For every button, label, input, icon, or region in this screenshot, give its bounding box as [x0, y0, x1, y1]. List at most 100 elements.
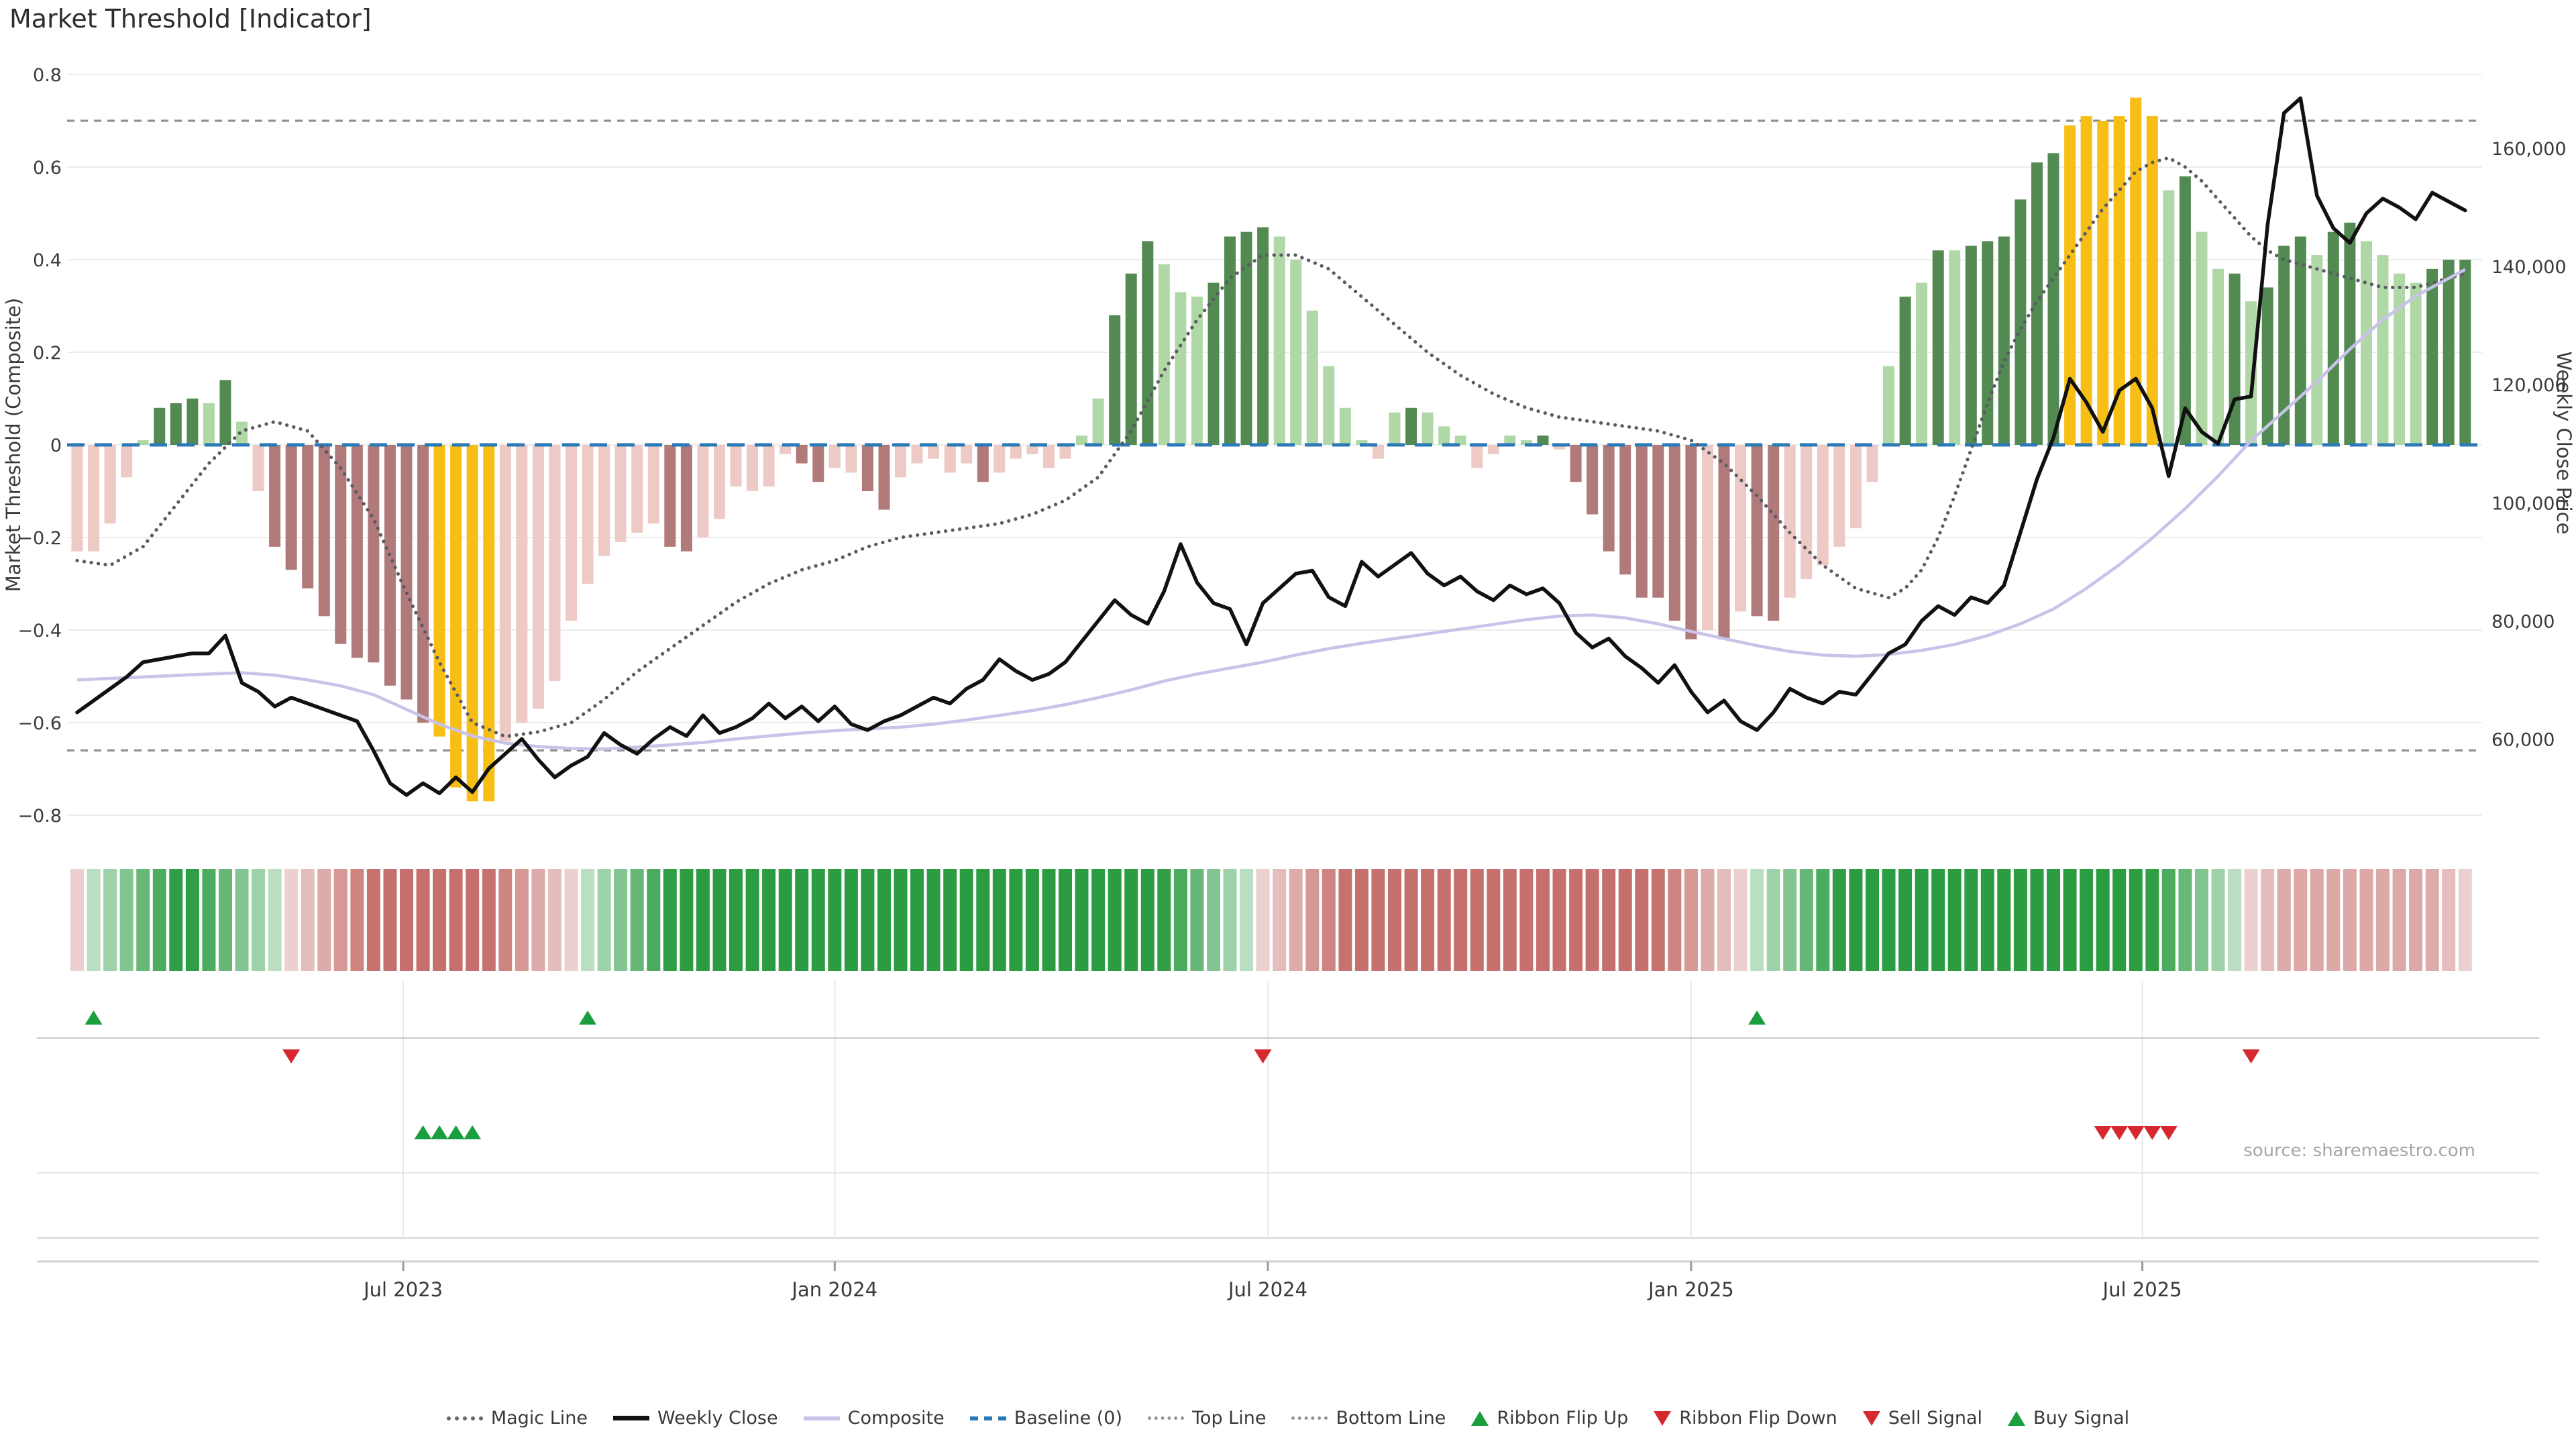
ribbon-stripe	[219, 869, 232, 971]
threshold-bar	[1784, 445, 1796, 598]
ribbon-stripe	[169, 869, 183, 971]
right-tick-label: 160,000	[2491, 139, 2567, 160]
left-tick-label: 0.6	[33, 158, 62, 178]
threshold-bar	[2163, 190, 2175, 445]
threshold-bar	[928, 445, 940, 459]
threshold-bar	[1257, 227, 1269, 445]
threshold-bar	[532, 445, 544, 709]
threshold-bar	[730, 445, 742, 487]
x-tick-label: Jan 2024	[790, 1278, 877, 1301]
ribbon-stripe	[449, 869, 463, 971]
x-tick-label: Jul 2023	[362, 1278, 443, 1301]
threshold-bar	[1290, 260, 1302, 445]
ribbon-stripe	[350, 869, 364, 971]
threshold-bar	[714, 445, 725, 519]
threshold-bar	[598, 445, 610, 556]
threshold-bar	[368, 445, 380, 663]
threshold-bar	[763, 445, 775, 487]
left-tick-label: −0.6	[17, 713, 62, 734]
threshold-bar	[318, 445, 330, 617]
ribbon-stripe	[581, 869, 595, 971]
threshold-bar	[2261, 287, 2273, 445]
legend-item-composite: Composite	[803, 1408, 945, 1429]
ribbon-stripe	[680, 869, 694, 971]
ribbon-stripe	[1717, 869, 1731, 971]
ribbon-stripe	[1701, 869, 1715, 971]
legend-label: Magic Line	[490, 1408, 588, 1429]
ribbon-stripe	[1454, 869, 1468, 971]
threshold-bar	[335, 445, 347, 644]
ribbon-stripe	[630, 869, 644, 971]
triangle-down-icon	[1654, 1410, 1672, 1426]
ribbon-stripe	[548, 869, 561, 971]
threshold-bar	[1092, 399, 1104, 445]
legend-label: Composite	[847, 1408, 945, 1429]
ribbon-stripe	[1668, 869, 1682, 971]
ribbon-stripe	[416, 869, 430, 971]
x-axis: Jul 2023 Jan 2024 Jul 2024 Jan 2025 Jul 2025	[37, 1260, 2539, 1301]
ribbon-stripe	[2343, 869, 2357, 971]
ribbon-stripe	[2080, 869, 2094, 971]
ribbon-stripe	[515, 869, 529, 971]
ribbon-stripe	[531, 869, 545, 971]
sell-signal-marker	[2143, 1126, 2161, 1140]
threshold-bars	[71, 97, 2471, 802]
threshold-bar	[2410, 282, 2422, 445]
ribbon-stripe	[2013, 869, 2027, 971]
ribbon-stripe	[910, 869, 924, 971]
ribbon-stripe	[2458, 869, 2472, 971]
ribbon-stripe	[1733, 869, 1748, 971]
threshold-bar	[1537, 435, 1549, 445]
ribbon-stripe	[2145, 869, 2159, 971]
ribbon-stripe	[466, 869, 480, 971]
threshold-bar	[400, 445, 413, 700]
ribbon-stripe	[828, 869, 842, 971]
ribbon-stripe	[1816, 869, 1830, 971]
threshold-bar	[1438, 426, 1450, 445]
legend-label: Buy Signal	[2033, 1408, 2130, 1429]
ribbon-flip-down-marker	[282, 1049, 301, 1064]
ribbon-stripe	[1602, 869, 1616, 971]
ribbon-stripe	[2310, 869, 2324, 971]
threshold-bar	[2080, 116, 2092, 445]
ribbon-stripe	[70, 869, 84, 971]
ribbon-stripe	[1190, 869, 1204, 971]
ribbon-stripe	[1866, 869, 1879, 971]
triangle-down-icon	[1862, 1410, 1880, 1426]
ribbon-stripe	[614, 869, 628, 971]
ribbon-stripe	[1618, 869, 1632, 971]
threshold-bar	[944, 445, 956, 473]
legend-line-swatch	[803, 1416, 840, 1420]
threshold-bar	[1668, 445, 1680, 621]
threshold-bar	[1652, 445, 1664, 598]
threshold-bar	[2097, 121, 2109, 445]
ribbon-flip-up-marker	[85, 1010, 103, 1025]
ribbon-stripe	[1832, 869, 1846, 971]
ribbon-stripe	[1437, 869, 1451, 971]
legend-item-magic-line: Magic Line	[446, 1408, 588, 1429]
threshold-bar	[186, 399, 199, 445]
composite-line	[76, 268, 2466, 751]
threshold-bar	[1191, 297, 1203, 445]
legend: Magic Line Weekly Close Composite Baseline …	[0, 1408, 2576, 1429]
threshold-bar	[1849, 445, 1862, 529]
ribbon-stripe	[1882, 869, 1896, 971]
threshold-bar	[2294, 236, 2306, 445]
buy-signal-marker	[414, 1125, 432, 1139]
ribbon-stripe	[1404, 869, 1418, 971]
ribbon-stripe	[647, 869, 661, 971]
ribbon-stripe	[1124, 869, 1138, 971]
ribbon-stripe	[1273, 869, 1287, 971]
legend-line-swatch	[1148, 1416, 1185, 1420]
ribbon-stripe	[1898, 869, 1913, 971]
ribbon-stripe	[202, 869, 216, 971]
threshold-bar	[2311, 255, 2323, 445]
ribbon-flip-up-marker	[579, 1010, 597, 1025]
legend-line-swatch	[1291, 1416, 1328, 1420]
legend-line-swatch	[969, 1416, 1006, 1420]
threshold-bar	[2344, 222, 2356, 445]
threshold-bar	[1685, 445, 1697, 639]
threshold-bar	[121, 445, 133, 478]
composite-line-path	[76, 268, 2466, 751]
ribbon-stripe	[1470, 869, 1484, 971]
